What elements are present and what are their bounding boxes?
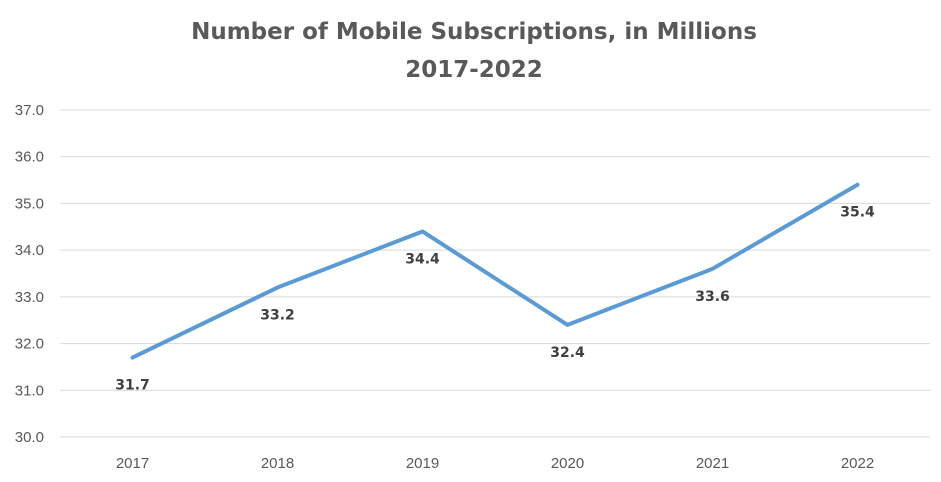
data-label: 34.4 xyxy=(405,251,440,267)
data-label: 33.6 xyxy=(695,289,730,305)
y-tick-label: 36.0 xyxy=(15,149,44,166)
y-tick-label: 30.0 xyxy=(15,429,44,446)
x-tick-label: 2021 xyxy=(696,455,729,472)
y-tick-label: 31.0 xyxy=(15,382,44,399)
x-tick-label: 2019 xyxy=(406,455,439,472)
y-tick-label: 32.0 xyxy=(15,336,44,353)
chart-title: Number of Mobile Subscriptions, in Milli… xyxy=(191,19,757,45)
gridlines xyxy=(60,109,930,438)
x-tick-label: 2022 xyxy=(841,455,874,472)
y-axis: 30.0 31.0 32.0 33.0 34.0 35.0 36.0 37.0 xyxy=(15,102,44,446)
y-tick-label: 35.0 xyxy=(15,195,44,212)
series-line xyxy=(130,182,860,360)
y-tick-label: 37.0 xyxy=(15,102,44,119)
y-tick-label: 34.0 xyxy=(15,242,44,259)
x-tick-label: 2017 xyxy=(116,455,149,472)
x-tick-label: 2020 xyxy=(551,455,584,472)
data-label: 31.7 xyxy=(115,378,150,394)
x-axis: 2017 2018 2019 2020 2021 2022 xyxy=(116,455,874,472)
series: 31.7 33.2 34.4 32.4 33.6 35.4 xyxy=(115,182,875,394)
data-label: 33.2 xyxy=(260,308,295,324)
y-tick-label: 33.0 xyxy=(15,289,44,306)
x-tick-label: 2018 xyxy=(261,455,294,472)
data-label: 35.4 xyxy=(840,205,875,221)
data-label: 32.4 xyxy=(550,345,585,361)
chart-subtitle: 2017-2022 xyxy=(405,57,543,83)
